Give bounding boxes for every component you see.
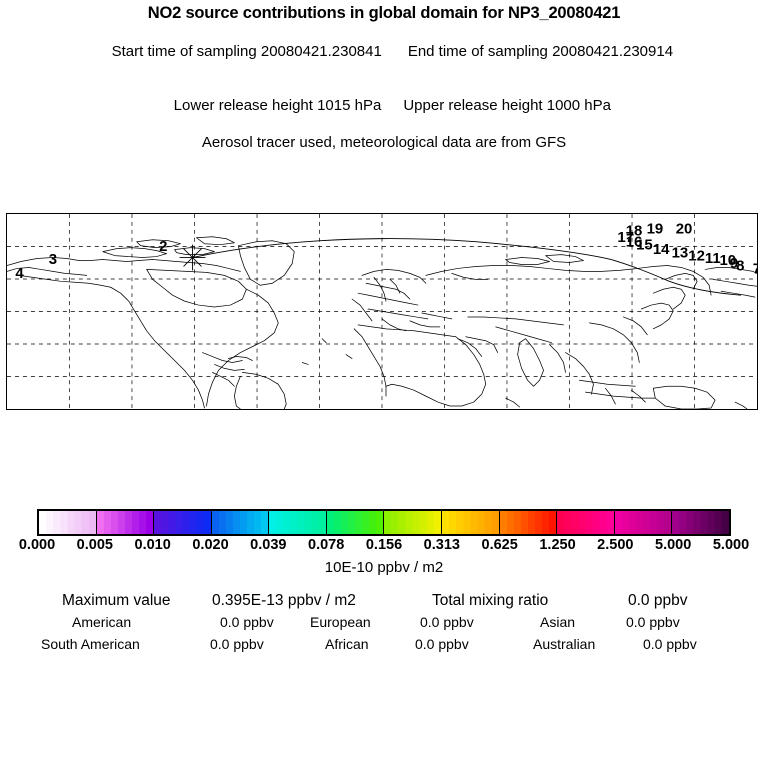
colorbar-tick: 0.000 (18, 537, 56, 553)
colorbar-tick: 0.156 (365, 537, 403, 553)
colorbar-segment (384, 511, 443, 534)
trajectory-day-label: 11 (705, 251, 721, 267)
end-time-value: 20080421.230914 (552, 43, 674, 60)
region-european-label: European (310, 614, 371, 630)
world-map-panel[interactable]: 23418192017161514131211109876 (6, 213, 758, 410)
colorbar-segment (96, 511, 155, 534)
region-european-value: 0.0 ppbv (420, 614, 474, 630)
region-asian-value: 0.0 ppbv (626, 614, 680, 630)
colorbar-segment (672, 511, 729, 534)
header: NO2 source contributions in global domai… (0, 0, 768, 151)
colorbar-tick: 0.020 (192, 537, 229, 553)
trajectory-day-label: 18 (626, 224, 643, 240)
trajectory-day-label: 3 (49, 252, 57, 268)
total-mixing-ratio-label: Total mixing ratio (432, 592, 549, 609)
trajectory-labels: 23418192017161514131211109876 (15, 222, 757, 282)
trajectory-day-label: 17 (617, 230, 634, 246)
trajectory-day-label: 15 (636, 238, 653, 254)
release-star-icon (179, 244, 206, 271)
colorbar-tick: 0.078 (308, 537, 345, 553)
trajectory-day-label: 19 (647, 222, 664, 238)
statistics-footer: Maximum value 0.395E-13 ppbv / m2 Total … (0, 592, 768, 658)
end-time-label: End time of sampling (407, 43, 548, 60)
region-american-value: 0.0 ppbv (220, 614, 274, 630)
page-title: NO2 source contributions in global domai… (147, 4, 621, 22)
region-australian-value: 0.0 ppbv (643, 636, 697, 652)
region-asian-label: Asian (540, 614, 576, 630)
colorbar-segment (39, 511, 97, 534)
colorbar-segment (211, 511, 270, 534)
trajectory-path (192, 238, 742, 296)
colorbar-tick: 0.005 (76, 537, 113, 553)
tracer-note: Aerosol tracer used, meteorological data… (201, 134, 567, 151)
release-height-line: Lower release height 1015 hPa Upper relea… (0, 80, 768, 131)
trajectory-day-label: 13 (672, 245, 689, 261)
colorbar-tick-labels: 0.000 0.005 0.010 0.020 0.039 0.078 0.156 0.313… (0, 537, 768, 555)
upper-release-height: Upper release height 1000 hPa (403, 97, 611, 114)
lower-release-height: Lower release height 1015 hPa (173, 97, 382, 114)
colorbar-segment (614, 511, 673, 534)
stats-row-max: Maximum value 0.395E-13 ppbv / m2 Total … (0, 592, 768, 614)
trajectory-day-label: 20 (676, 222, 693, 238)
colorbar-tick: 1.250 (539, 537, 576, 553)
colorbar-tick: 5.000 (655, 537, 692, 553)
colorbar-segment (269, 511, 327, 534)
colorbar-unit-label: 10E-10 ppbv / m2 (324, 559, 444, 576)
colorbar-segment (154, 511, 212, 534)
trajectory-day-label: 8 (736, 258, 744, 274)
region-south-american-value: 0.0 ppbv (210, 636, 264, 652)
max-value-value: 0.395E-13 ppbv / m2 (212, 592, 356, 609)
colorbar-segment (442, 511, 500, 534)
region-south-american-label: South American (41, 636, 140, 652)
trajectory-day-label: 7 (753, 262, 757, 278)
sampling-time-line: Start time of sampling 20080421.230841 En… (0, 26, 768, 77)
stats-row-regions-1: American 0.0 ppbv European 0.0 ppbv Asia… (0, 614, 768, 636)
trajectory-day-label: 14 (653, 242, 670, 258)
total-mixing-ratio-value: 0.0 ppbv (628, 592, 688, 609)
world-map-svg: 23418192017161514131211109876 (7, 214, 757, 409)
colorbar[interactable] (37, 509, 731, 536)
region-african-label: African (325, 636, 369, 652)
trajectory-day-label: 10 (720, 253, 737, 269)
trajectory-day-label: 4 (15, 266, 24, 282)
stats-row-regions-2: South American 0.0 ppbv African 0.0 ppbv… (0, 636, 768, 658)
max-value-label: Maximum value (62, 592, 171, 609)
start-time-label: Start time of sampling (111, 43, 257, 60)
region-australian-label: Australian (533, 636, 596, 652)
region-american-label: American (72, 614, 132, 630)
colorbar-tick: 0.039 (250, 537, 287, 553)
trajectory-day-label: 16 (626, 235, 643, 251)
region-african-value: 0.0 ppbv (415, 636, 469, 652)
trajectory-day-label: 12 (688, 249, 705, 265)
colorbar-segment (499, 511, 558, 534)
colorbar-segment (557, 511, 615, 534)
start-time-value: 20080421.230841 (260, 43, 382, 60)
colorbar-tick: 5.000 (712, 537, 750, 553)
colorbar-segment (326, 511, 385, 534)
colorbar-tick: 2.500 (597, 537, 634, 553)
colorbar-tick: 0.010 (134, 537, 171, 553)
trajectory-day-label: 2 (159, 239, 167, 255)
colorbar-tick: 0.313 (423, 537, 460, 553)
coastlines (7, 236, 757, 409)
trajectory-day-label: 9 (730, 256, 738, 272)
colorbar-tick: 0.625 (481, 537, 518, 553)
